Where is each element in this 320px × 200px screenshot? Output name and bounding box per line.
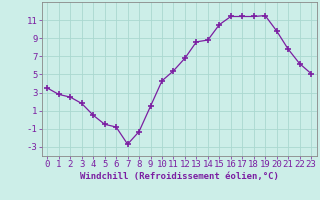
X-axis label: Windchill (Refroidissement éolien,°C): Windchill (Refroidissement éolien,°C) bbox=[80, 172, 279, 181]
